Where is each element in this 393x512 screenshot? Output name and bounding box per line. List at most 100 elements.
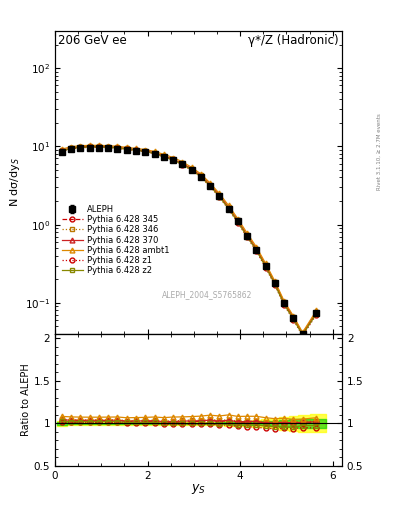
Pythia 6.428 345 (245, 232, 250, 239)
Pythia 6.428 ambt1 (282, 298, 286, 304)
Pythia 6.428 345 (217, 193, 222, 199)
Pythia 6.428 370 (291, 314, 296, 321)
Pythia 6.428 346 (125, 145, 129, 152)
Pythia 6.428 345 (254, 246, 259, 252)
Pythia 6.428 346 (97, 143, 101, 150)
Pythia 6.428 345 (69, 145, 73, 151)
Pythia 6.428 z1 (291, 316, 296, 323)
Pythia 6.428 z1 (152, 151, 157, 157)
Pythia 6.428 346 (143, 147, 148, 154)
Pythia 6.428 345 (87, 143, 92, 150)
Pythia 6.428 z2 (226, 205, 231, 211)
Pythia 6.428 345 (171, 156, 175, 162)
Pythia 6.428 370 (152, 150, 157, 156)
Pythia 6.428 z1 (180, 161, 185, 167)
Pythia 6.428 ambt1 (143, 146, 148, 153)
Pythia 6.428 ambt1 (291, 313, 296, 319)
Pythia 6.428 370 (189, 166, 194, 172)
Pythia 6.428 ambt1 (245, 230, 250, 236)
Pythia 6.428 z1 (226, 206, 231, 212)
Pythia 6.428 z1 (300, 333, 305, 339)
Pythia 6.428 370 (226, 204, 231, 210)
Pythia 6.428 345 (180, 161, 185, 167)
Pythia 6.428 346 (314, 309, 319, 315)
Pythia 6.428 z1 (235, 220, 240, 226)
Pythia 6.428 z1 (171, 157, 175, 163)
Line: Pythia 6.428 ambt1: Pythia 6.428 ambt1 (59, 143, 319, 335)
Pythia 6.428 z1 (134, 147, 138, 154)
Pythia 6.428 345 (162, 153, 166, 159)
Pythia 6.428 346 (171, 156, 175, 162)
Pythia 6.428 346 (217, 192, 222, 198)
Line: Pythia 6.428 370: Pythia 6.428 370 (59, 144, 319, 336)
Pythia 6.428 346 (245, 232, 250, 238)
Pythia 6.428 z1 (314, 311, 319, 317)
Pythia 6.428 345 (314, 309, 319, 315)
Text: γ*/Z (Hadronic): γ*/Z (Hadronic) (248, 34, 339, 47)
Pythia 6.428 ambt1 (235, 216, 240, 222)
Pythia 6.428 ambt1 (171, 155, 175, 161)
Pythia 6.428 345 (226, 204, 231, 210)
Pythia 6.428 346 (134, 146, 138, 153)
Pythia 6.428 z2 (69, 145, 73, 152)
Pythia 6.428 345 (134, 147, 138, 153)
Pythia 6.428 ambt1 (189, 164, 194, 170)
Pythia 6.428 z2 (208, 183, 212, 189)
Pythia 6.428 370 (115, 144, 120, 151)
Text: ALEPH_2004_S5765862: ALEPH_2004_S5765862 (162, 290, 252, 299)
Pythia 6.428 z2 (198, 174, 203, 180)
Pythia 6.428 z2 (314, 310, 319, 316)
Pythia 6.428 345 (263, 263, 268, 269)
Pythia 6.428 z2 (300, 332, 305, 338)
Pythia 6.428 370 (106, 144, 110, 150)
Pythia 6.428 z1 (208, 183, 212, 189)
Pythia 6.428 370 (171, 156, 175, 162)
Pythia 6.428 346 (60, 147, 64, 154)
Pythia 6.428 z1 (263, 265, 268, 271)
Pythia 6.428 346 (300, 330, 305, 336)
Pythia 6.428 ambt1 (115, 143, 120, 150)
Pythia 6.428 z2 (282, 301, 286, 307)
Pythia 6.428 z2 (189, 167, 194, 173)
Pythia 6.428 z1 (272, 282, 277, 288)
Pythia 6.428 370 (282, 300, 286, 306)
Pythia 6.428 z1 (245, 234, 250, 240)
Pythia 6.428 z1 (198, 174, 203, 180)
Pythia 6.428 z1 (69, 146, 73, 152)
Pythia 6.428 ambt1 (254, 244, 259, 250)
Pythia 6.428 z2 (134, 147, 138, 154)
Pythia 6.428 z1 (106, 145, 110, 151)
Pythia 6.428 z1 (162, 154, 166, 160)
Pythia 6.428 ambt1 (162, 151, 166, 157)
Pythia 6.428 ambt1 (78, 143, 83, 149)
Pythia 6.428 345 (291, 314, 296, 321)
Pythia 6.428 z1 (189, 167, 194, 174)
Pythia 6.428 z1 (143, 148, 148, 155)
Pythia 6.428 z2 (171, 157, 175, 163)
Pythia 6.428 z2 (235, 219, 240, 225)
Pythia 6.428 370 (263, 262, 268, 268)
Pythia 6.428 z2 (245, 233, 250, 240)
Y-axis label: N dσ/dy$_S$: N dσ/dy$_S$ (8, 157, 22, 207)
Pythia 6.428 z1 (78, 145, 83, 151)
Pythia 6.428 370 (254, 246, 259, 252)
Pythia 6.428 346 (162, 153, 166, 159)
Pythia 6.428 370 (69, 145, 73, 151)
Pythia 6.428 ambt1 (87, 142, 92, 148)
Pythia 6.428 370 (143, 148, 148, 154)
Pythia 6.428 z1 (254, 248, 259, 254)
Pythia 6.428 370 (198, 173, 203, 179)
Pythia 6.428 346 (208, 181, 212, 187)
Pythia 6.428 370 (87, 143, 92, 150)
Pythia 6.428 ambt1 (180, 159, 185, 165)
Pythia 6.428 346 (291, 314, 296, 320)
Pythia 6.428 370 (217, 193, 222, 199)
Pythia 6.428 370 (245, 232, 250, 238)
Pythia 6.428 z2 (106, 144, 110, 151)
Pythia 6.428 345 (282, 300, 286, 306)
Pythia 6.428 370 (78, 144, 83, 150)
Pythia 6.428 z2 (115, 145, 120, 151)
Pythia 6.428 345 (78, 144, 83, 150)
Pythia 6.428 346 (235, 218, 240, 224)
Pythia 6.428 370 (300, 331, 305, 337)
